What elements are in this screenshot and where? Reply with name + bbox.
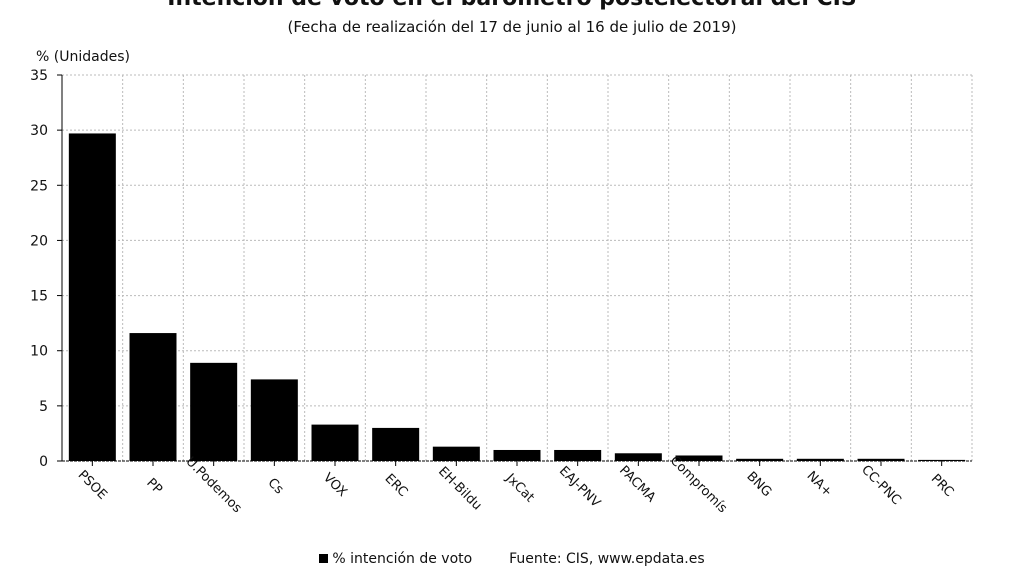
bar-bng (736, 458, 784, 461)
x-tick-label: BNG (743, 469, 774, 500)
bar-cs (250, 379, 298, 461)
y-tick-label: 35 (30, 68, 48, 84)
bar-psoe (68, 133, 116, 462)
bar-u.podemos (190, 362, 238, 461)
x-tick-label: JxCat (502, 470, 537, 505)
bar-jxcat (493, 449, 541, 461)
x-tick-label: PACMA (616, 463, 658, 505)
x-tick-label: VOX (320, 470, 350, 500)
chart-subtitle: (Fecha de realización del 17 de junio al… (287, 18, 737, 36)
bar-cc-pnc (857, 458, 905, 461)
y-tick-label: 30 (30, 123, 48, 139)
bar-vox (311, 424, 359, 461)
x-tick-label: NA+ (804, 469, 835, 500)
x-tick-label: EAJ-PNV (556, 464, 603, 511)
y-tick-label: 10 (30, 344, 48, 360)
y-tick-label: 25 (30, 178, 48, 194)
x-tick-label: PP (143, 476, 165, 498)
y-tick-label: 0 (39, 454, 48, 470)
x-tick-label: CC-PNC (858, 462, 904, 508)
y-axis-label: % (Unidades) (36, 49, 130, 65)
bar-na+ (796, 458, 844, 461)
bar-compromís (675, 455, 723, 461)
x-tick-label: PSOE (75, 468, 110, 503)
y-tick-label: 20 (30, 233, 48, 249)
bar-eh-bildu (432, 446, 480, 461)
x-tick-label: ERC (382, 471, 411, 500)
x-tick-label: EH-Bildu (435, 464, 484, 513)
legend-label: % intención de voto (332, 551, 473, 567)
x-tick-label: Compromís (667, 453, 730, 516)
y-tick-label: 15 (30, 289, 48, 305)
legend-swatch (319, 554, 329, 563)
x-tick-label: PRC (928, 472, 957, 501)
chart-title: Intención de voto en el barómetro postel… (0, 0, 1024, 11)
bar-pp (129, 333, 177, 461)
legend: % intención de voto Fuente: CIS, www.epd… (0, 551, 1024, 567)
x-tick-label: Cs (264, 476, 286, 498)
bar-pacma (614, 453, 662, 461)
bar-erc (372, 427, 420, 461)
source-note: Fuente: CIS, www.epdata.es (509, 551, 705, 567)
y-tick-label: 5 (39, 399, 48, 415)
bar-prc (918, 459, 966, 461)
bar-eaj-pnv (554, 449, 602, 461)
